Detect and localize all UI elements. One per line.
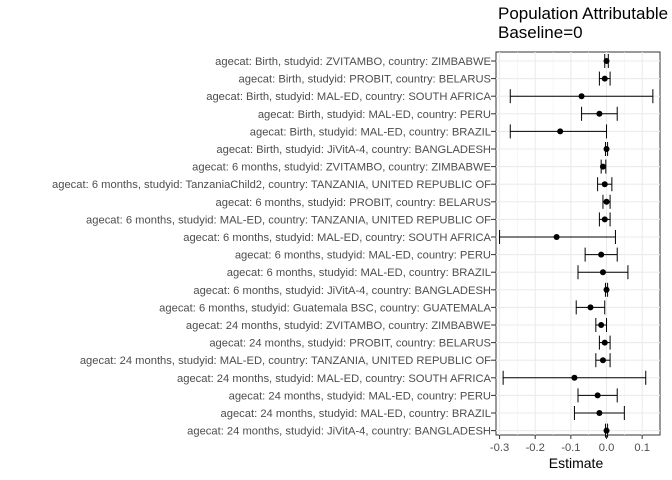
x-tick-label: 0.1: [634, 442, 650, 454]
forest-row: agecat: 6 months, studyid: TanzaniaChild…: [52, 177, 613, 192]
row-layer: agecat: Birth, studyid: ZVITAMBO, countr…: [52, 54, 654, 438]
estimate-point: [587, 304, 594, 311]
row-label: agecat: Birth, studyid: JiVitA-4, countr…: [216, 144, 491, 156]
x-axis: -0.3 -0.2 -0.1 0.0 0.1: [490, 435, 650, 454]
forest-row: agecat: 6 months, studyid: ZVITAMBO, cou…: [192, 159, 607, 174]
row-label: agecat: 6 months, studyid: JiVitA-4, cou…: [193, 285, 491, 297]
estimate-point: [578, 93, 585, 100]
forest-row: agecat: Birth, studyid: PROBIT, country:…: [239, 71, 611, 86]
row-label: agecat: 6 months, studyid: MAL-ED, count…: [183, 232, 491, 244]
forest-row: agecat: Birth, studyid: JiVitA-4, countr…: [216, 142, 610, 156]
row-label: agecat: Birth, studyid: MAL-ED, country:…: [250, 126, 491, 138]
estimate-point: [599, 269, 606, 276]
row-label: agecat: Birth, studyid: PROBIT, country:…: [239, 74, 491, 86]
row-label: agecat: 24 months, studyid: JiVitA-4, co…: [187, 426, 491, 438]
estimate-point: [553, 234, 560, 240]
forest-row: agecat: 6 months, studyid: PROBIT, count…: [216, 194, 611, 209]
forest-row: agecat: Birth, studyid: MAL-ED, country:…: [250, 124, 608, 139]
x-axis-title: Estimate: [548, 455, 604, 471]
forest-row: agecat: 6 months, studyid: MAL-ED, count…: [235, 247, 618, 262]
estimate-point: [603, 427, 610, 434]
row-label: agecat: 24 months, studyid: MAL-ED, coun…: [229, 390, 491, 402]
row-label: agecat: 24 months, studyid: ZVITAMBO, co…: [186, 320, 491, 332]
x-tick-label: 0.0: [599, 442, 615, 454]
forest-row: agecat: Birth, studyid: ZVITAMBO, countr…: [215, 54, 610, 68]
chart-title-line-2: Baseline=0: [498, 23, 583, 42]
row-label: agecat: 6 months, studyid: PROBIT, count…: [216, 197, 491, 209]
plot-panel: [495, 51, 661, 436]
row-label: agecat: 6 months, studyid: ZVITAMBO, cou…: [192, 162, 491, 174]
estimate-point: [603, 58, 610, 64]
row-label: agecat: 6 months, studyid: MAL-ED, count…: [227, 267, 491, 279]
estimate-point: [603, 286, 610, 293]
row-label: agecat: Birth, studyid: ZVITAMBO, countr…: [215, 56, 491, 68]
estimate-point: [598, 251, 605, 258]
estimate-point: [603, 198, 610, 205]
forest-row: agecat: 6 months, studyid: JiVitA-4, cou…: [193, 282, 610, 297]
row-label: agecat: 24 months, studyid: MAL-ED, coun…: [221, 408, 491, 420]
forest-row: agecat: 24 months, studyid: PROBIT, coun…: [209, 335, 611, 350]
x-tick-label: -0.3: [490, 442, 509, 454]
row-label: agecat: 6 months, studyid: Guatemala BSC…: [159, 302, 491, 314]
estimate-point: [603, 146, 610, 152]
forest-row: agecat: 24 months, studyid: MAL-ED, coun…: [221, 406, 625, 420]
row-label: agecat: 6 months, studyid: MAL-ED, count…: [235, 250, 491, 262]
estimate-point: [601, 181, 608, 188]
forest-row: agecat: 6 months, studyid: Guatemala BSC…: [159, 300, 606, 315]
forest-row: agecat: 24 months, studyid: JiVitA-4, co…: [187, 423, 610, 438]
row-label: agecat: Birth, studyid: MAL-ED, country:…: [258, 109, 491, 121]
estimate-point: [594, 392, 601, 399]
forest-row: agecat: Birth, studyid: MAL-ED, country:…: [258, 106, 618, 121]
estimate-point: [557, 128, 564, 135]
estimate-point: [601, 75, 608, 82]
estimate-point: [601, 339, 608, 346]
x-tick-label: -0.2: [526, 442, 545, 454]
x-tick-label: -0.1: [561, 442, 580, 454]
estimate-point: [599, 357, 606, 364]
row-label: agecat: 24 months, studyid: MAL-ED, coun…: [177, 373, 492, 385]
row-label: agecat: 24 months, studyid: MAL-ED, coun…: [80, 355, 491, 367]
estimate-point: [599, 163, 606, 170]
estimate-point: [596, 410, 603, 416]
row-label: agecat: 6 months, studyid: MAL-ED, count…: [86, 214, 491, 226]
estimate-point: [601, 216, 608, 223]
row-label: agecat: 6 months, studyid: TanzaniaChild…: [52, 179, 491, 191]
estimate-point: [596, 110, 603, 117]
forest-row: agecat: 24 months, studyid: MAL-ED, coun…: [177, 370, 647, 385]
forest-row: agecat: 6 months, studyid: MAL-ED, count…: [227, 265, 629, 280]
forest-row: agecat: 24 months, studyid: ZVITAMBO, co…: [186, 318, 608, 332]
forest-row: agecat: 24 months, studyid: MAL-ED, coun…: [229, 388, 618, 403]
forest-row: agecat: 24 months, studyid: MAL-ED, coun…: [80, 353, 611, 368]
forest-row: agecat: 6 months, studyid: MAL-ED, count…: [86, 212, 611, 227]
grid-layer: [496, 52, 660, 435]
forest-row: agecat: Birth, studyid: MAL-ED, country:…: [206, 89, 654, 104]
row-label: agecat: Birth, studyid: MAL-ED, country:…: [206, 91, 491, 103]
estimate-point: [571, 374, 578, 381]
forest-row: agecat: 6 months, studyid: MAL-ED, count…: [183, 230, 616, 244]
row-label: agecat: 24 months, studyid: PROBIT, coun…: [209, 338, 491, 350]
chart-title-line-1: Population Attributable: [498, 4, 669, 23]
estimate-point: [598, 322, 605, 328]
